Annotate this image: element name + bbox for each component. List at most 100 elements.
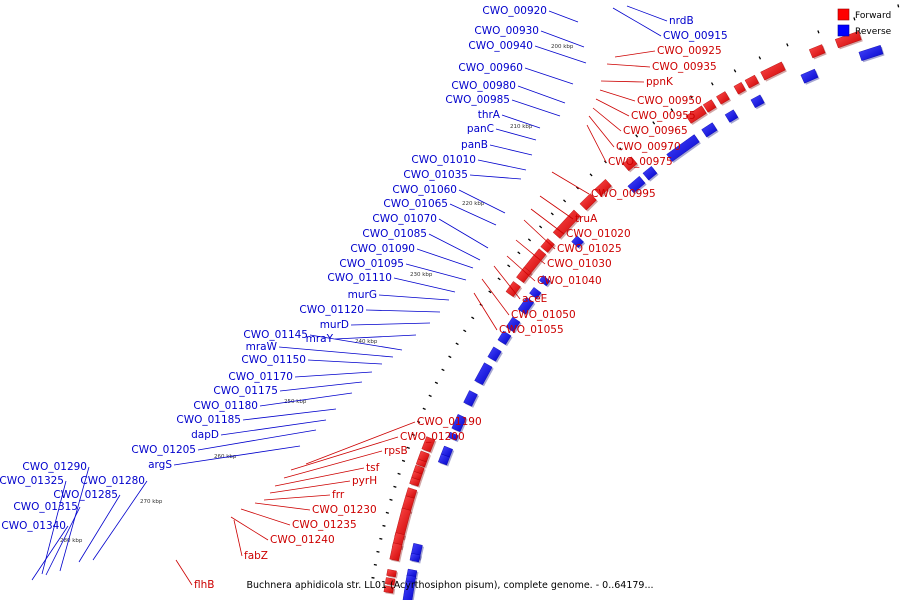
tick-mark — [441, 368, 445, 372]
legend: Forward Reverse — [837, 8, 892, 37]
tick-mark — [897, 4, 900, 8]
reverse-feature-2 — [858, 45, 884, 61]
reverse-label-18: murG — [348, 289, 377, 301]
forward-label-25-leader — [230, 516, 269, 541]
reverse-label-8: panB — [461, 139, 488, 151]
reverse-feature-20 — [447, 431, 459, 441]
legend-forward-label: Forward — [855, 11, 891, 21]
reverse-label-3: CWO_00960 — [458, 62, 523, 74]
reverse-feature-18 — [463, 390, 478, 407]
forward-feature-2 — [760, 61, 786, 81]
forward-label-22-leader — [263, 494, 331, 501]
reverse-label-17-leader — [393, 277, 456, 293]
reverse-label-28-leader — [242, 408, 337, 421]
reverse-feature-3 — [800, 68, 819, 84]
reverse-label-32: CWO_01290 — [22, 461, 87, 473]
forward-label-9-leader — [539, 195, 574, 220]
forward-label-22: frr — [332, 489, 345, 501]
forward-label-7: CWO_00975 — [608, 156, 673, 168]
forward-label-24: CWO_01235 — [292, 519, 357, 531]
reverse-label-22: CWO_01145 — [243, 329, 308, 341]
reverse-label-12: CWO_01065 — [383, 198, 448, 210]
reverse-label-23-leader — [278, 346, 394, 358]
forward-label-2-leader — [600, 80, 645, 83]
tick-mark — [428, 394, 432, 398]
tick-mark — [397, 472, 401, 475]
reverse-feature-11 — [538, 275, 551, 287]
forward-feature-1 — [808, 44, 826, 59]
forward-label-11-leader — [523, 219, 556, 250]
reverse-label-21-leader — [334, 334, 417, 340]
tick-mark — [411, 433, 415, 436]
tick-mark — [385, 511, 389, 514]
kbp-tick-label: 210 kbp — [510, 124, 533, 130]
reverse-label-30: CWO_01205 — [131, 444, 196, 456]
forward-label-7-leader — [586, 124, 607, 163]
legend-forward-swatch — [837, 8, 850, 21]
tick-mark — [517, 251, 521, 255]
reverse-label-36: CWO_01315 — [13, 501, 78, 513]
forward-label-1-leader — [606, 63, 651, 68]
reverse-label-37-leader — [31, 525, 69, 581]
forward-label-13: CWO_01040 — [537, 275, 602, 287]
forward-label-5-leader — [592, 107, 622, 132]
forward-label-14-leader — [493, 265, 521, 300]
kbp-tick-label: 250 kbp — [284, 399, 307, 405]
forward-feature-0 — [834, 30, 862, 49]
tick-mark — [733, 69, 737, 73]
reverse-feature-14 — [505, 316, 521, 333]
reverse-label-32-leader — [59, 466, 90, 572]
reverse-label-24: CWO_01150 — [241, 354, 306, 366]
tick-mark — [670, 108, 674, 112]
reverse-label-29: dapD — [191, 429, 219, 441]
forward-feature-14 — [516, 266, 532, 283]
reverse-label-5-leader — [511, 99, 561, 117]
reverse-feature-9 — [627, 175, 646, 194]
reverse-feature-13 — [517, 296, 535, 315]
forward-feature-21 — [409, 477, 421, 487]
top-right-label-1-leader — [612, 7, 662, 37]
forward-feature-7 — [685, 105, 707, 124]
forward-label-1: CWO_00935 — [652, 61, 717, 73]
reverse-label-34-leader — [92, 480, 148, 561]
reverse-label-19: CWO_01120 — [299, 304, 364, 316]
forward-label-15: CWO_01050 — [511, 309, 576, 321]
forward-feature-26 — [389, 542, 403, 562]
top-right-label-0-leader — [626, 5, 668, 22]
forward-label-18-leader — [290, 436, 399, 471]
forward-feature-29 — [383, 585, 394, 594]
forward-label-3: CWO_00950 — [637, 95, 702, 107]
tick-mark — [786, 43, 789, 47]
forward-label-10-leader — [530, 208, 565, 235]
forward-feature-8 — [622, 156, 638, 172]
forward-label-26-leader — [233, 519, 243, 557]
reverse-label-11: CWO_01060 — [392, 184, 457, 196]
forward-label-8: CWO_00995 — [591, 188, 656, 200]
reverse-feature-6 — [701, 122, 718, 138]
forward-label-0-leader — [614, 50, 656, 58]
kbp-tick-label: 200 kbp — [551, 44, 574, 50]
forward-label-17-leader — [305, 421, 416, 465]
forward-feature-28 — [384, 577, 396, 586]
reverse-feature-17 — [474, 362, 493, 386]
reverse-label-18-leader — [378, 294, 450, 301]
forward-feature-16 — [421, 436, 436, 453]
forward-label-17: CWO_01190 — [417, 416, 482, 428]
reverse-label-3-leader — [524, 67, 574, 85]
forward-feature-3 — [744, 74, 760, 89]
tick-mark — [389, 498, 393, 501]
forward-label-8-leader — [551, 171, 590, 195]
forward-feature-4 — [733, 82, 746, 95]
forward-label-10: CWO_01020 — [566, 228, 631, 240]
reverse-label-34: CWO_01280 — [80, 475, 145, 487]
forward-feature-9 — [594, 178, 612, 197]
forward-feature-18 — [415, 458, 427, 468]
reverse-label-7: panC — [467, 123, 494, 135]
reverse-label-29-leader — [220, 419, 327, 436]
forward-label-25: CWO_01240 — [270, 534, 335, 546]
reverse-label-36-leader — [45, 506, 81, 576]
reverse-label-7-leader — [495, 128, 537, 141]
reverse-label-12-leader — [449, 203, 497, 226]
forward-label-20-leader — [274, 467, 365, 487]
